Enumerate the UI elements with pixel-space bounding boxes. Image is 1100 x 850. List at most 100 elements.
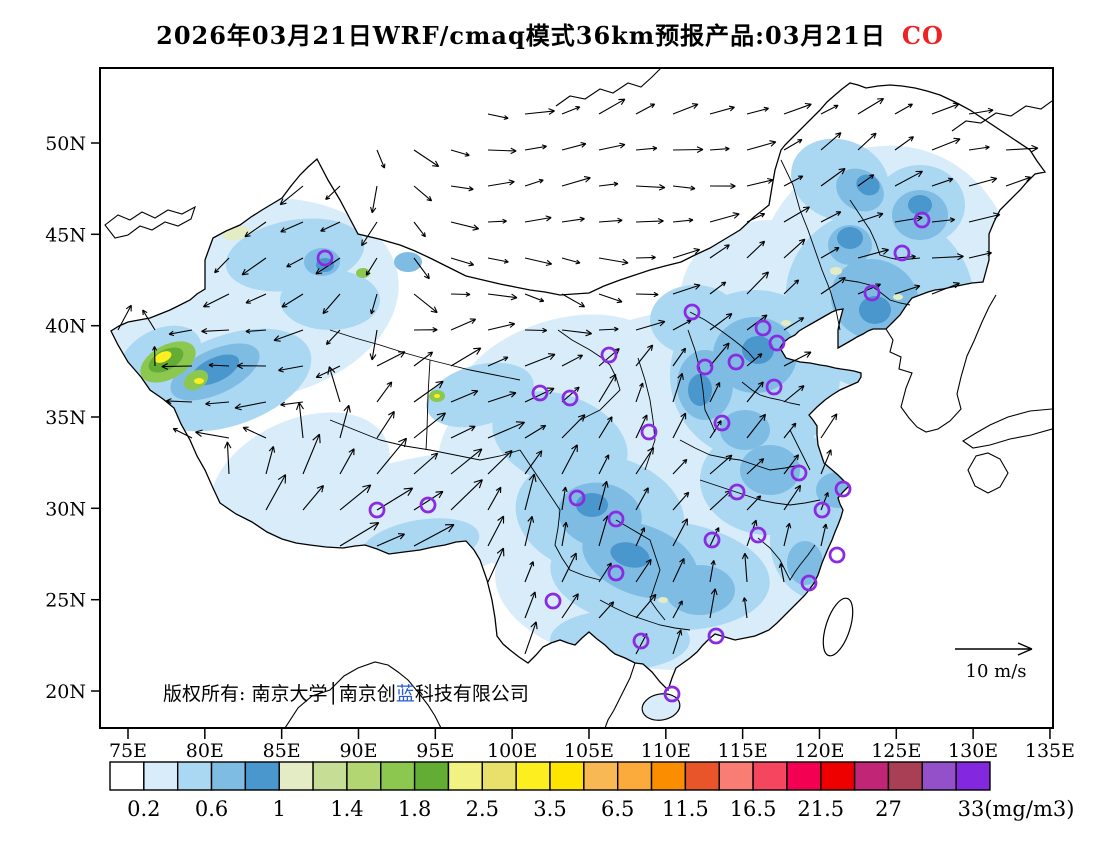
copyright-part2: 科技有限公司 [415,683,529,705]
wind-arrow [325,329,341,346]
wind-arrow [161,363,193,370]
wind-arrow [208,362,230,368]
colorbar-tick-label: 2.5 [466,797,499,821]
wind-arrow [524,561,535,583]
wind-arrow [931,177,954,187]
wind-arrow [320,221,341,232]
wind-arrow [524,591,537,619]
wind-arrow [450,291,471,297]
fill-region [610,542,650,568]
wind-arrow [635,414,648,439]
lon-tick-label: 95E [416,740,454,762]
wind-arrow [487,421,526,439]
wind-arrow [820,246,840,259]
province-border [519,449,601,581]
city-marker [531,384,549,402]
lon-tick-label: 85E [263,740,301,762]
wind-arrow [152,346,158,367]
wind-arrow [783,206,810,223]
wind-arrow [202,293,230,308]
province-border [757,537,816,581]
fill-region [830,267,842,275]
wind-arrow [561,142,587,151]
wind-arrow [598,257,629,266]
province-border [780,159,841,331]
city-marker [828,546,846,564]
fill-region [856,174,880,196]
wind-arrow [742,597,748,619]
wind-arrow [783,351,812,367]
province-border [425,359,431,451]
colorbar-tick-label: 16.5 [730,797,777,821]
colorbar-cell [346,761,382,791]
wind-arrow [376,149,386,169]
wind-arrow [413,221,426,238]
lat-tick-label: 30N [45,498,86,520]
colorbar-cell [955,761,991,791]
wind-arrow [1005,144,1039,153]
wind-arrow [968,212,1001,223]
wind-arrow [783,102,812,115]
wind-arrow [672,557,685,583]
fill-region [394,252,422,272]
wind-arrow [968,145,990,151]
coastline [967,452,1009,494]
wind-arrow [741,552,749,583]
colorbar-cell [447,761,484,791]
wind-arrow [672,283,701,295]
wind-arrow [413,380,444,403]
wind-arrow [672,600,683,619]
wind-arrow [783,422,797,439]
colorbar-tick-label: 1.4 [330,797,363,821]
wind-arrow [561,521,569,547]
wind-arrow [339,448,355,475]
lat-tick-label: 45N [45,224,86,246]
colorbar-cell [820,761,856,791]
colorbar-cell [887,761,924,791]
city-marker [663,685,681,703]
colorbar-cell [616,761,653,791]
china-fill-clip-group [111,138,1016,670]
wind-arrow [236,362,267,370]
city-marker [544,592,562,610]
province-border [637,357,656,471]
wind-arrow [783,279,800,295]
city-marker [419,496,437,514]
lat-tick-label: 35N [45,407,86,429]
province-border [679,439,801,471]
wind-arrow [117,304,132,331]
wind-arrow [672,103,699,115]
wind-arrow [561,354,584,367]
wind-arrow [820,449,832,475]
colorbar-cell [244,761,280,791]
wind-arrow [820,491,829,511]
colorbar-cell [413,761,450,791]
fill-region [550,610,690,670]
wind-arrow [598,480,609,511]
wind-arrow [450,149,470,157]
wind-arrow [894,136,914,151]
colorbar-tick-label: 33(mg/m3) [958,797,1075,821]
wind-arrow [302,433,321,475]
wind-arrow [968,107,994,115]
wind-arrow [635,558,652,583]
lat-tick-label: 20N [45,681,86,703]
fill-region [665,565,735,615]
wind-arrow [376,381,393,403]
wind-arrow [709,244,730,259]
wind-arrow [561,444,578,475]
wind-arrow [709,212,740,223]
wind-arrow [487,113,509,120]
wind-arrow [894,170,923,187]
wind-arrow [598,326,619,332]
wind-arrow [245,293,267,304]
map-frame [99,67,1054,729]
wind-arrow [487,547,505,583]
province-border [789,429,811,471]
lon-tick-label: 80E [186,740,224,762]
wind-arrow [524,473,537,511]
wind-arrow [524,515,535,547]
wind-scale-label: 10 m/s [966,661,1027,682]
colorbar-cell [312,761,348,791]
wind-arrow [487,218,507,224]
